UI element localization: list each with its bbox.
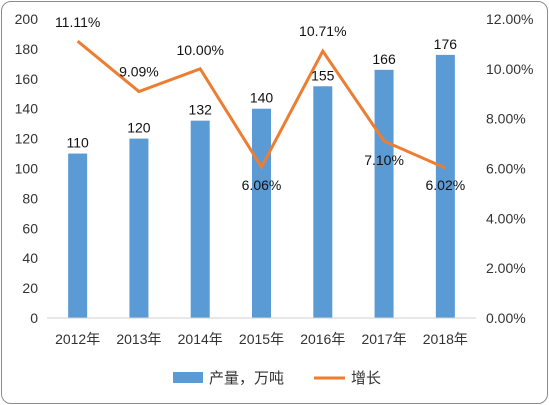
bar-data-label: 120 [127,120,151,136]
x-axis-tick-label: 2015年 [239,331,284,347]
left-axis-tick-label: 20 [22,280,38,296]
line-data-label: 9.09% [119,64,159,80]
left-axis-tick-label: 40 [22,250,38,266]
left-axis-tick-label: 60 [22,220,38,236]
line-data-label: 6.06% [242,177,282,193]
bar-data-label: 140 [250,90,274,106]
right-axis-tick-label: 4.00% [486,210,526,226]
x-axis-tick-label: 2018年 [423,331,468,347]
left-axis-tick-label: 120 [15,131,39,147]
x-axis-tick-label: 2014年 [178,331,223,347]
legend-swatch-bar [173,372,203,383]
bar-data-label: 110 [66,135,89,151]
line-data-label: 10.71% [299,23,346,39]
series-line [76,40,446,171]
legend-label-bar: 产量，万吨 [209,370,284,387]
right-axis-tick-label: 12.00% [486,11,533,27]
left-axis-ticks: 0 20 40 60 80 100 120 140 160 180 200 [15,11,39,326]
x-axis-tick-label: 2013年 [116,331,161,347]
bar [313,86,333,319]
left-axis-tick-label: 80 [22,190,38,206]
legend-label-line: 增长 [351,370,381,387]
x-axis-tick-label: 2017年 [361,331,406,347]
bar [435,54,455,318]
right-axis-ticks: 0.00% 2.00% 4.00% 6.00% 8.00% 10.00% 12.00% [486,11,533,326]
line-data-label: 6.02% [426,177,466,193]
x-axis-tick-label: 2012年 [55,331,100,347]
bar [252,108,271,318]
bar [374,69,394,318]
bar-data-label: 166 [372,51,396,67]
right-axis-tick-label: 10.00% [486,61,533,77]
line-data-labels: 11.11% 9.09% 10.00% 6.06% 10.71% 7.10% 6.02% [55,14,465,193]
bar-data-label: 155 [311,67,335,83]
right-axis-tick-label: 0.00% [486,310,526,326]
x-axis-ticks: 2012年 2013年 2014年 2015年 2016年 2017年 2018年 [55,331,468,347]
left-axis-tick-label: 0 [30,310,38,326]
left-axis-tick-label: 140 [15,101,39,117]
right-axis-tick-label: 6.00% [486,161,526,177]
bar [190,120,210,318]
line-data-label: 11.11% [55,14,100,30]
line-data-label: 10.00% [176,42,223,58]
bar-data-label: 132 [189,102,213,118]
left-axis-tick-label: 200 [15,11,39,27]
bar [68,153,88,318]
left-axis-tick-label: 100 [15,161,39,177]
left-axis-tick-label: 160 [15,71,39,87]
legend: 产量，万吨 增长 [173,370,381,387]
right-axis-tick-label: 8.00% [486,111,526,127]
line-data-label: 7.10% [364,152,404,168]
bar-data-label: 176 [434,36,458,52]
line-series [76,40,446,171]
bar-data-labels: 110 120 132 140 155 166 176 [66,36,457,151]
right-axis-tick-label: 2.00% [486,260,526,276]
bar [129,138,149,318]
left-axis-tick-label: 180 [15,41,39,57]
x-axis-tick-label: 2016年 [300,331,345,347]
